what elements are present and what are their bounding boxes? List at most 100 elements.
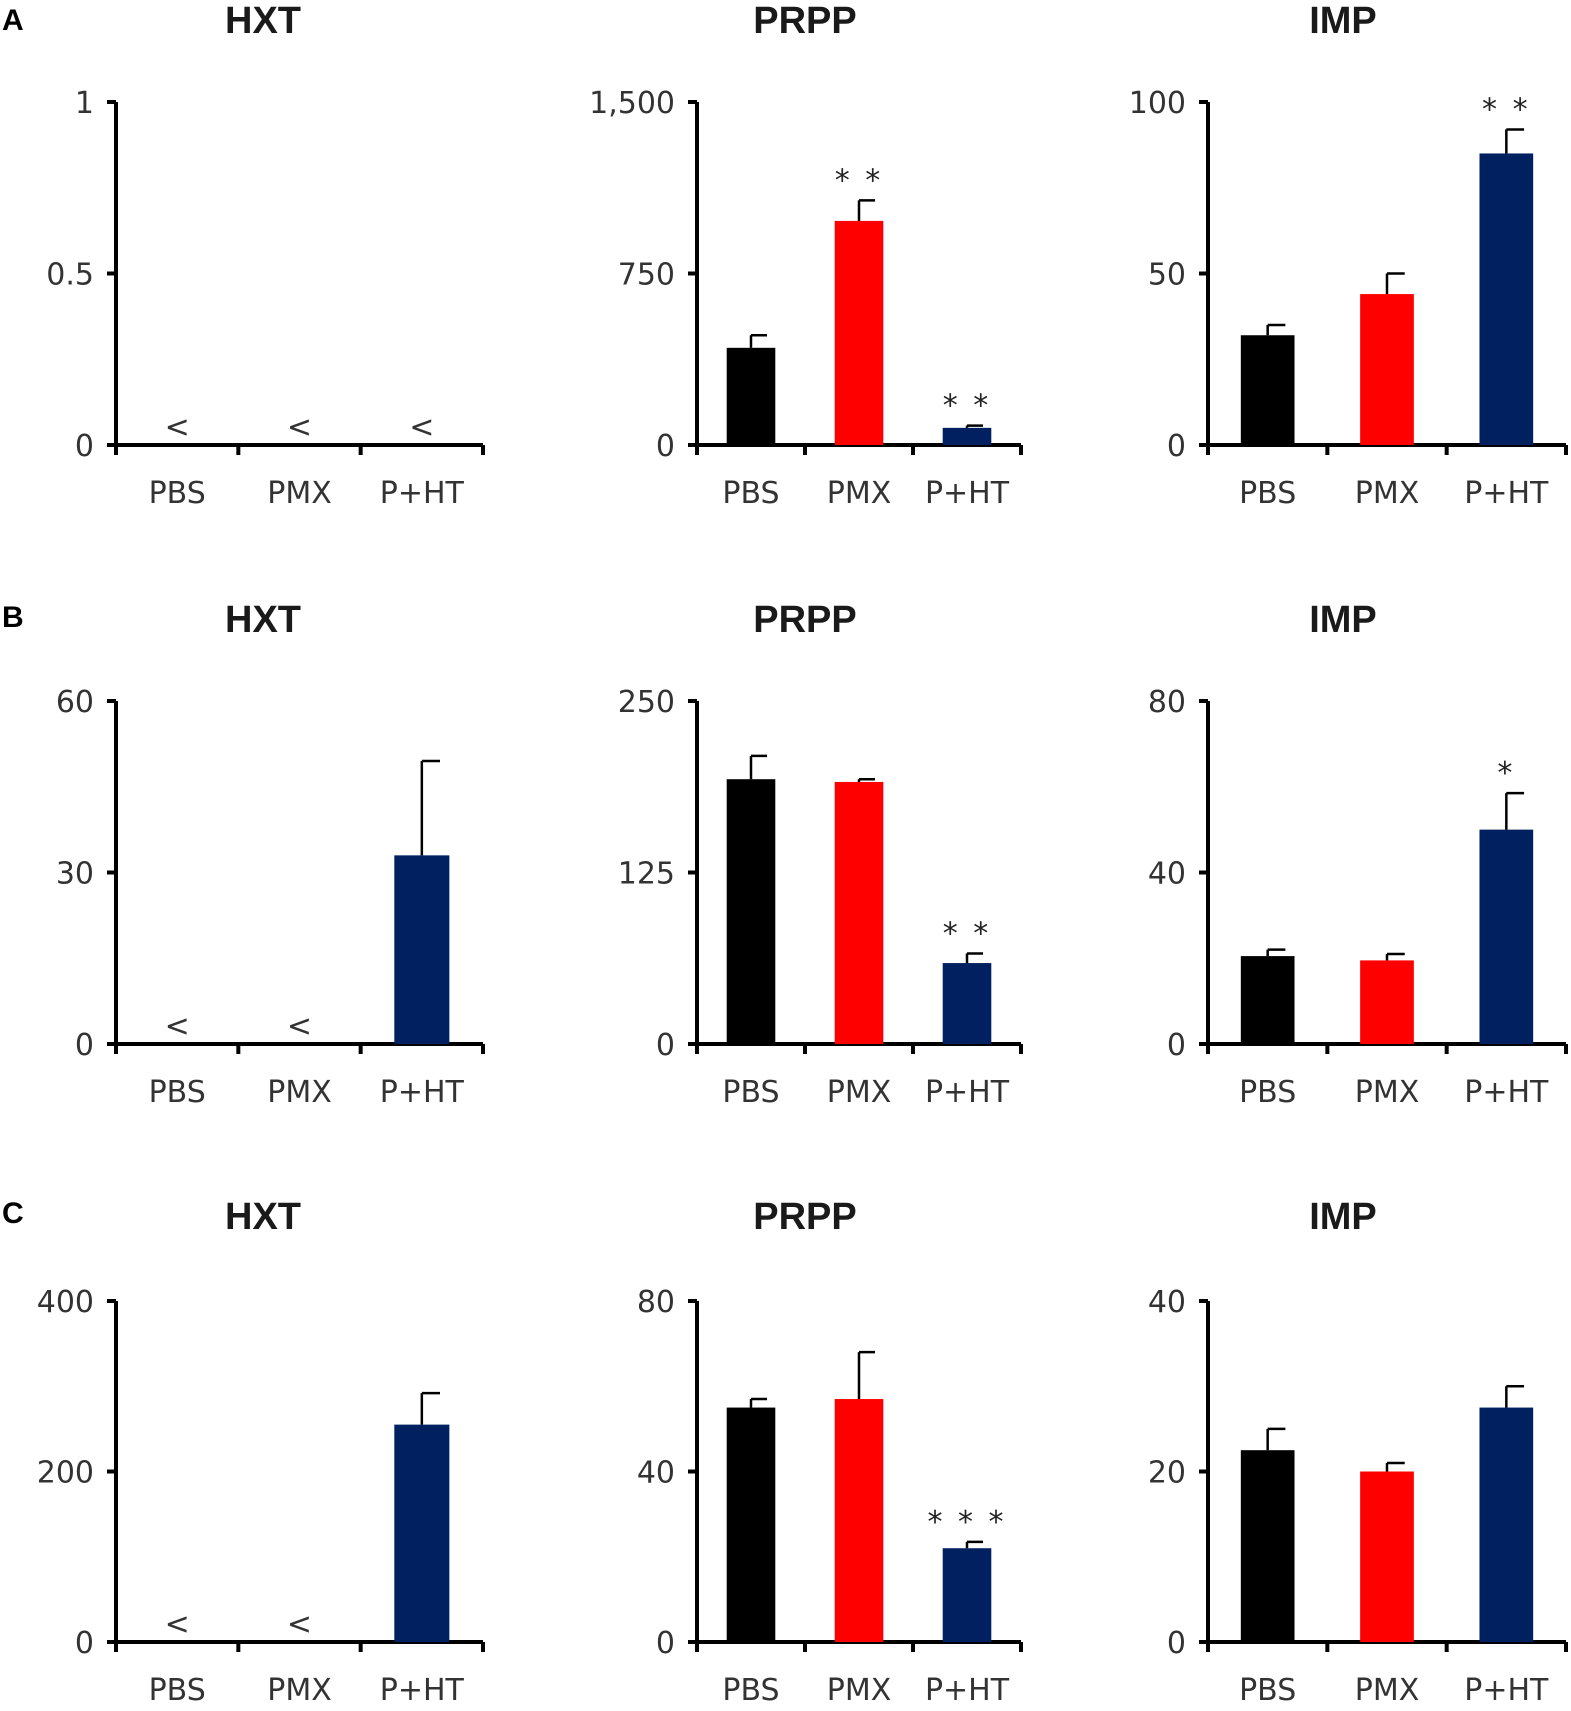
bar-B-prpp-pmx xyxy=(834,781,884,1044)
bar-C-imp-pbs xyxy=(1240,1450,1295,1642)
bar-C-prpp-pmx xyxy=(834,1399,884,1642)
category-label-C-hxt-1: PMX xyxy=(267,1673,332,1708)
y-tick-label-B-prpp-1: 125 xyxy=(618,857,675,892)
category-label-C-prpp-2: P+HT xyxy=(925,1673,1010,1708)
significance-mark-C-prpp-2: * * * xyxy=(927,1505,1006,1540)
significance-mark-A-imp-2: * * xyxy=(1482,92,1531,127)
bar-B-prpp-pbs xyxy=(726,779,776,1044)
below-detection-mark-B-hxt-0: < xyxy=(165,1009,190,1044)
category-label-B-prpp-2: P+HT xyxy=(925,1075,1010,1110)
bar-B-imp-pmx xyxy=(1360,960,1414,1044)
bar-C-hxt-pplusht xyxy=(394,1424,450,1642)
y-tick-label-C-prpp-2: 80 xyxy=(637,1285,675,1320)
bar-A-prpp-pmx xyxy=(834,220,884,445)
below-detection-mark-B-hxt-1: < xyxy=(287,1009,312,1044)
y-tick-label-B-imp-0: 0 xyxy=(1167,1028,1186,1063)
category-label-A-hxt-2: P+HT xyxy=(380,476,465,511)
y-tick-label-B-prpp-2: 250 xyxy=(618,685,675,720)
category-label-C-imp-0: PBS xyxy=(1239,1673,1296,1708)
significance-mark-B-imp-2: * xyxy=(1497,756,1515,791)
y-tick-label-A-imp-2: 100 xyxy=(1129,86,1186,121)
bar-C-imp-pplusht xyxy=(1479,1407,1534,1642)
y-tick-label-C-hxt-0: 0 xyxy=(75,1626,94,1661)
below-detection-mark-A-hxt-0: < xyxy=(165,410,190,445)
chart-title-C-imp: IMP xyxy=(1309,1196,1377,1238)
category-label-B-hxt-2: P+HT xyxy=(380,1075,465,1110)
category-label-B-hxt-1: PMX xyxy=(267,1075,332,1110)
significance-mark-B-prpp-2: * * xyxy=(943,916,992,951)
y-tick-label-B-hxt-1: 30 xyxy=(56,857,94,892)
chart-title-B-imp: IMP xyxy=(1309,599,1377,641)
y-tick-label-C-imp-2: 40 xyxy=(1148,1285,1186,1320)
below-detection-mark-A-hxt-1: < xyxy=(287,410,312,445)
category-label-B-imp-1: PMX xyxy=(1355,1075,1420,1110)
panel-letter-B: B xyxy=(2,601,24,634)
category-label-A-imp-1: PMX xyxy=(1355,476,1420,511)
chart-title-C-hxt: HXT xyxy=(225,1196,301,1238)
chart-title-A-hxt: HXT xyxy=(225,0,301,42)
category-label-B-imp-0: PBS xyxy=(1239,1075,1296,1110)
y-tick-label-A-imp-0: 0 xyxy=(1167,429,1186,464)
y-tick-label-B-prpp-0: 0 xyxy=(656,1028,675,1063)
chart-title-A-prpp: PRPP xyxy=(753,0,856,42)
y-tick-label-C-prpp-1: 40 xyxy=(637,1456,675,1491)
bar-A-imp-pbs xyxy=(1240,335,1295,445)
bar-A-imp-pplusht xyxy=(1479,153,1534,445)
category-label-A-hxt-0: PBS xyxy=(149,476,206,511)
y-tick-label-A-prpp-1: 750 xyxy=(618,258,675,293)
category-label-B-prpp-0: PBS xyxy=(722,1075,779,1110)
chart-title-B-prpp: PRPP xyxy=(753,599,856,641)
bar-C-prpp-pbs xyxy=(726,1407,776,1642)
category-label-C-hxt-2: P+HT xyxy=(380,1673,465,1708)
y-tick-label-B-imp-2: 80 xyxy=(1148,685,1186,720)
category-label-C-imp-1: PMX xyxy=(1355,1673,1420,1708)
y-tick-label-A-hxt-2: 1 xyxy=(75,86,94,121)
y-tick-label-B-hxt-0: 0 xyxy=(75,1028,94,1063)
category-label-A-imp-2: P+HT xyxy=(1464,476,1549,511)
bar-B-hxt-pplusht xyxy=(394,855,450,1044)
bar-A-prpp-pplusht xyxy=(942,427,992,445)
y-tick-label-C-prpp-0: 0 xyxy=(656,1626,675,1661)
y-tick-label-B-hxt-2: 60 xyxy=(56,685,94,720)
panel-letter-A: A xyxy=(2,4,24,37)
category-label-A-hxt-1: PMX xyxy=(267,476,332,511)
category-label-C-prpp-1: PMX xyxy=(827,1673,892,1708)
category-label-B-hxt-0: PBS xyxy=(149,1075,206,1110)
category-label-B-prpp-1: PMX xyxy=(827,1075,892,1110)
y-tick-label-A-prpp-2: 1,500 xyxy=(589,86,675,121)
chart-title-A-imp: IMP xyxy=(1309,0,1377,42)
y-tick-label-C-imp-1: 20 xyxy=(1148,1456,1186,1491)
bar-A-prpp-pbs xyxy=(726,347,776,445)
chart-title-C-prpp: PRPP xyxy=(753,1196,856,1238)
bar-B-prpp-pplusht xyxy=(942,963,992,1044)
bar-B-imp-pplusht xyxy=(1479,829,1534,1044)
significance-mark-A-prpp-2: * * xyxy=(943,389,992,424)
significance-mark-A-prpp-1: * * xyxy=(835,163,884,198)
bar-B-imp-pbs xyxy=(1240,956,1295,1044)
y-tick-label-C-hxt-2: 400 xyxy=(37,1285,94,1320)
bar-C-imp-pmx xyxy=(1360,1471,1414,1642)
y-tick-label-C-imp-0: 0 xyxy=(1167,1626,1186,1661)
below-detection-mark-C-hxt-1: < xyxy=(287,1607,312,1642)
chart-title-B-hxt: HXT xyxy=(225,599,301,641)
y-tick-label-A-hxt-0: 0 xyxy=(75,429,94,464)
y-tick-label-A-prpp-0: 0 xyxy=(656,429,675,464)
y-tick-label-A-hxt-1: 0.5 xyxy=(46,258,94,293)
y-tick-label-A-imp-1: 50 xyxy=(1148,258,1186,293)
panel-letter-C: C xyxy=(2,1197,24,1230)
y-tick-label-B-imp-1: 40 xyxy=(1148,857,1186,892)
below-detection-mark-C-hxt-0: < xyxy=(165,1607,190,1642)
below-detection-mark-A-hxt-2: < xyxy=(409,410,434,445)
category-label-C-imp-2: P+HT xyxy=(1464,1673,1549,1708)
category-label-C-prpp-0: PBS xyxy=(722,1673,779,1708)
y-tick-label-C-hxt-1: 200 xyxy=(37,1456,94,1491)
category-label-A-prpp-0: PBS xyxy=(722,476,779,511)
category-label-A-prpp-2: P+HT xyxy=(925,476,1010,511)
category-label-B-imp-2: P+HT xyxy=(1464,1075,1549,1110)
category-label-A-imp-0: PBS xyxy=(1239,476,1296,511)
bar-A-imp-pmx xyxy=(1360,294,1414,445)
category-label-C-hxt-0: PBS xyxy=(149,1673,206,1708)
category-label-A-prpp-1: PMX xyxy=(827,476,892,511)
bar-C-prpp-pplusht xyxy=(942,1548,992,1642)
